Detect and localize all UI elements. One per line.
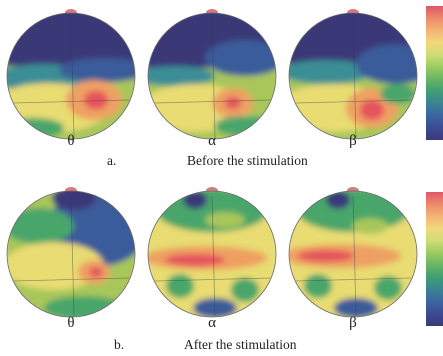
band-label-beta: β	[349, 315, 357, 331]
topomap-beta-after	[288, 187, 418, 318]
topomap-alpha-after	[147, 187, 277, 318]
topomap-alpha-before	[147, 9, 277, 140]
band-label-theta: θ	[67, 133, 75, 149]
panel-after: θ α β b. After the stimulation	[0, 178, 443, 356]
topomap-theta-before	[6, 9, 136, 140]
panel-caption: After the stimulation	[184, 337, 297, 352]
band-label-beta: β	[349, 133, 357, 149]
panel-caption: Before the stimulation	[187, 153, 308, 168]
band-label-theta: θ	[67, 315, 75, 331]
colorbar-after	[426, 192, 443, 326]
panel-before: θ α β a. Before the stimulation	[6, 6, 443, 168]
band-label-alpha: α	[208, 315, 216, 331]
topomap-beta-before	[288, 9, 418, 140]
band-label-alpha: α	[208, 133, 216, 149]
topomap-theta-after	[6, 187, 136, 318]
panel-letter: a.	[107, 153, 117, 168]
colorbar-before	[426, 6, 443, 140]
panel-letter: b.	[114, 337, 125, 352]
